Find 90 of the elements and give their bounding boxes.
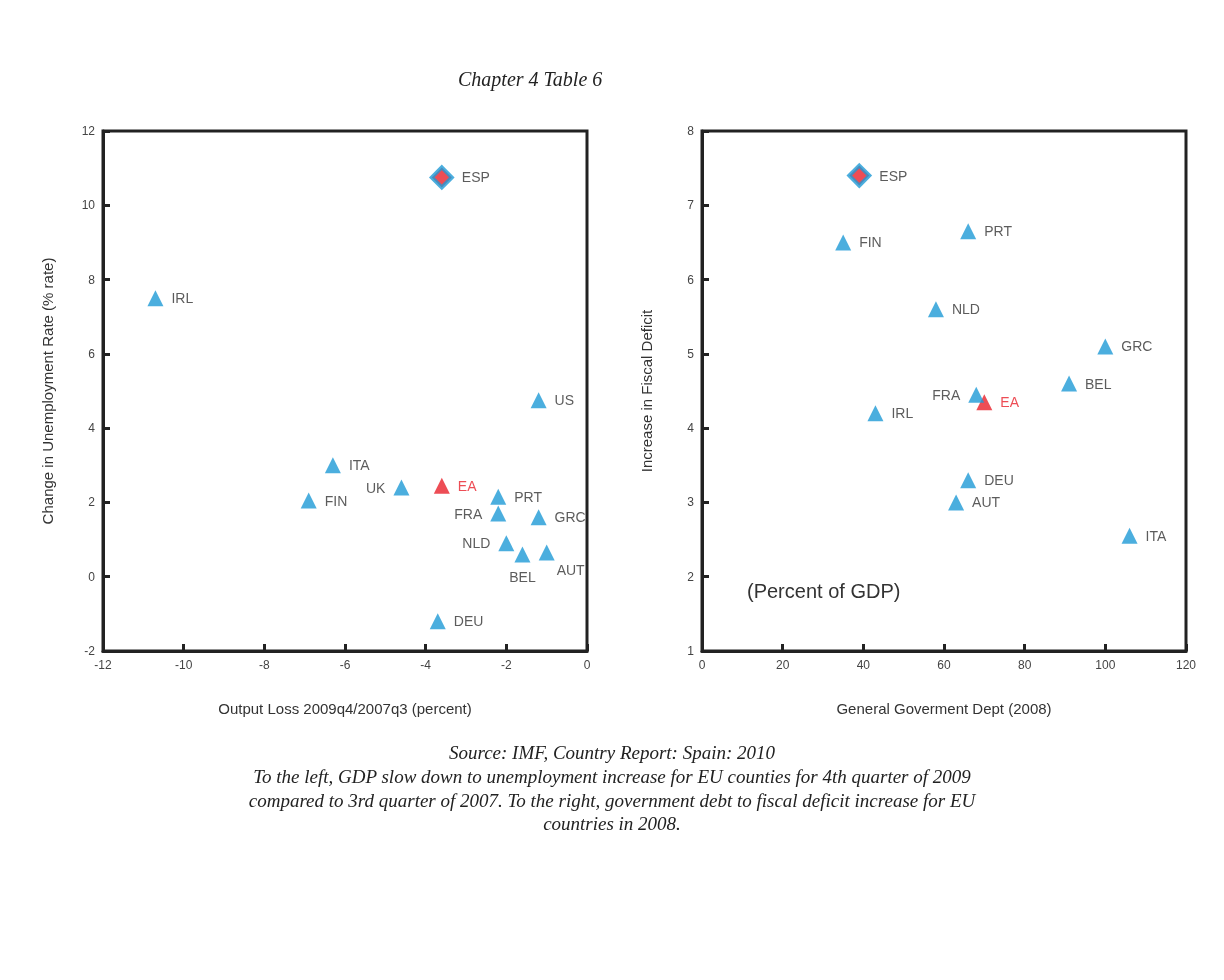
annotation: EA: [1000, 394, 1020, 411]
annotation: FIN: [859, 234, 882, 251]
text: To the left, GDP slow down to unemployment increase for EU counties for 4th quarter of 2009 compared to 3rd quarter of 2007. To the right, government debt to fiscal deficit increase for EU countries in 2008.: [247, 764, 977, 836]
y-tick-label: 2: [687, 569, 695, 584]
point: [147, 290, 164, 307]
y-tick-label: 4: [687, 421, 695, 436]
x-tick-label: -2: [501, 658, 512, 672]
point: [867, 405, 884, 422]
annotation: UK: [366, 479, 387, 496]
point: [490, 505, 507, 522]
x-tick-label: 60: [937, 658, 951, 672]
point: [324, 457, 341, 474]
y-tick-label: 12: [81, 124, 96, 138]
x-tick-label: -4: [420, 658, 432, 672]
annotation: IRL: [171, 290, 194, 307]
point: [490, 488, 507, 505]
point: [1061, 375, 1078, 392]
y-tick-label: -2: [84, 644, 96, 658]
point: [960, 472, 977, 489]
point: [976, 394, 993, 411]
y-tick-label: 8: [687, 124, 695, 138]
y-tick-label: 5: [687, 346, 695, 361]
x-tick-label: 120: [1175, 658, 1197, 672]
annotation: NLD: [462, 535, 491, 552]
point: [968, 386, 985, 403]
point: [530, 509, 547, 526]
annotation: DEU: [453, 613, 484, 630]
y-tick-label: 8: [88, 272, 96, 287]
text: (Percent of GDP): [747, 580, 901, 602]
point: [835, 234, 852, 251]
point: [498, 535, 515, 552]
y-tick-label: 2: [88, 495, 96, 510]
x-tick-label: 0: [698, 658, 706, 672]
y-tick-label: 3: [687, 495, 695, 510]
y-tick-label: 4: [88, 421, 96, 436]
annotation: GRC: [1121, 338, 1153, 355]
point: [960, 223, 977, 240]
point: [927, 301, 944, 318]
annotation: NLD: [951, 301, 980, 318]
annotation: FRA: [932, 386, 961, 403]
annotation: ITA: [348, 457, 371, 474]
x-tick-label: -10: [174, 658, 193, 672]
point: [948, 494, 965, 511]
x-tick-label: 0: [583, 658, 591, 672]
y-axis-title: Increase in Fiscal Deficit: [638, 308, 655, 473]
annotation: FIN: [324, 492, 348, 509]
point: [1121, 527, 1138, 544]
point: [300, 492, 317, 509]
x-tick-label: 80: [1017, 658, 1032, 672]
point: [538, 544, 555, 561]
y-tick-label: 0: [88, 569, 96, 584]
annotation: FRA: [454, 505, 483, 522]
x-axis-title: Output Loss 2009q4/2007q3 (percent): [218, 700, 472, 717]
point: [1097, 338, 1114, 355]
y-tick-label: 7: [687, 198, 695, 213]
annotation: DEU: [984, 472, 1014, 489]
annotation: PRT: [514, 488, 543, 505]
x-tick-label: 40: [856, 658, 871, 672]
point: [514, 546, 531, 563]
point: [393, 479, 410, 496]
annotation: AUT: [972, 494, 1001, 511]
annotation: US: [554, 392, 575, 409]
point: [530, 392, 547, 409]
y-axis-title: Change in Unemployment Rate (% rate): [39, 257, 56, 525]
annotation: AUT: [556, 561, 586, 578]
y-tick-label: 1: [687, 644, 695, 658]
y-tick-label: 6: [88, 346, 96, 361]
x-tick-label: 100: [1095, 658, 1116, 672]
source-note: Source: IMF, Country Report: Spain: 2010: [447, 741, 777, 765]
point: [429, 613, 446, 630]
x-tick-label: 20: [775, 658, 790, 672]
annotation: BEL: [1085, 375, 1112, 392]
annotation: GRC: [554, 509, 586, 526]
point: [433, 477, 450, 494]
y-tick-label: 10: [81, 198, 96, 213]
y-tick-label: 6: [687, 272, 695, 287]
point: [429, 165, 454, 190]
x-tick-label: -12: [94, 658, 112, 672]
x-axis-title: General Goverment Dept (2008): [836, 700, 1052, 717]
annotation: IRL: [891, 405, 914, 422]
annotation: ESP: [461, 169, 490, 186]
x-tick-label: -8: [259, 658, 270, 672]
point: [847, 163, 872, 188]
annotation: ITA: [1145, 527, 1167, 544]
annotation: PRT: [984, 223, 1013, 240]
annotation: BEL: [509, 569, 536, 586]
annotation: ESP: [879, 167, 908, 184]
chart-title: Chapter 4 Table 6: [458, 68, 604, 91]
x-tick-label: -6: [339, 658, 351, 672]
annotation: EA: [457, 477, 478, 494]
